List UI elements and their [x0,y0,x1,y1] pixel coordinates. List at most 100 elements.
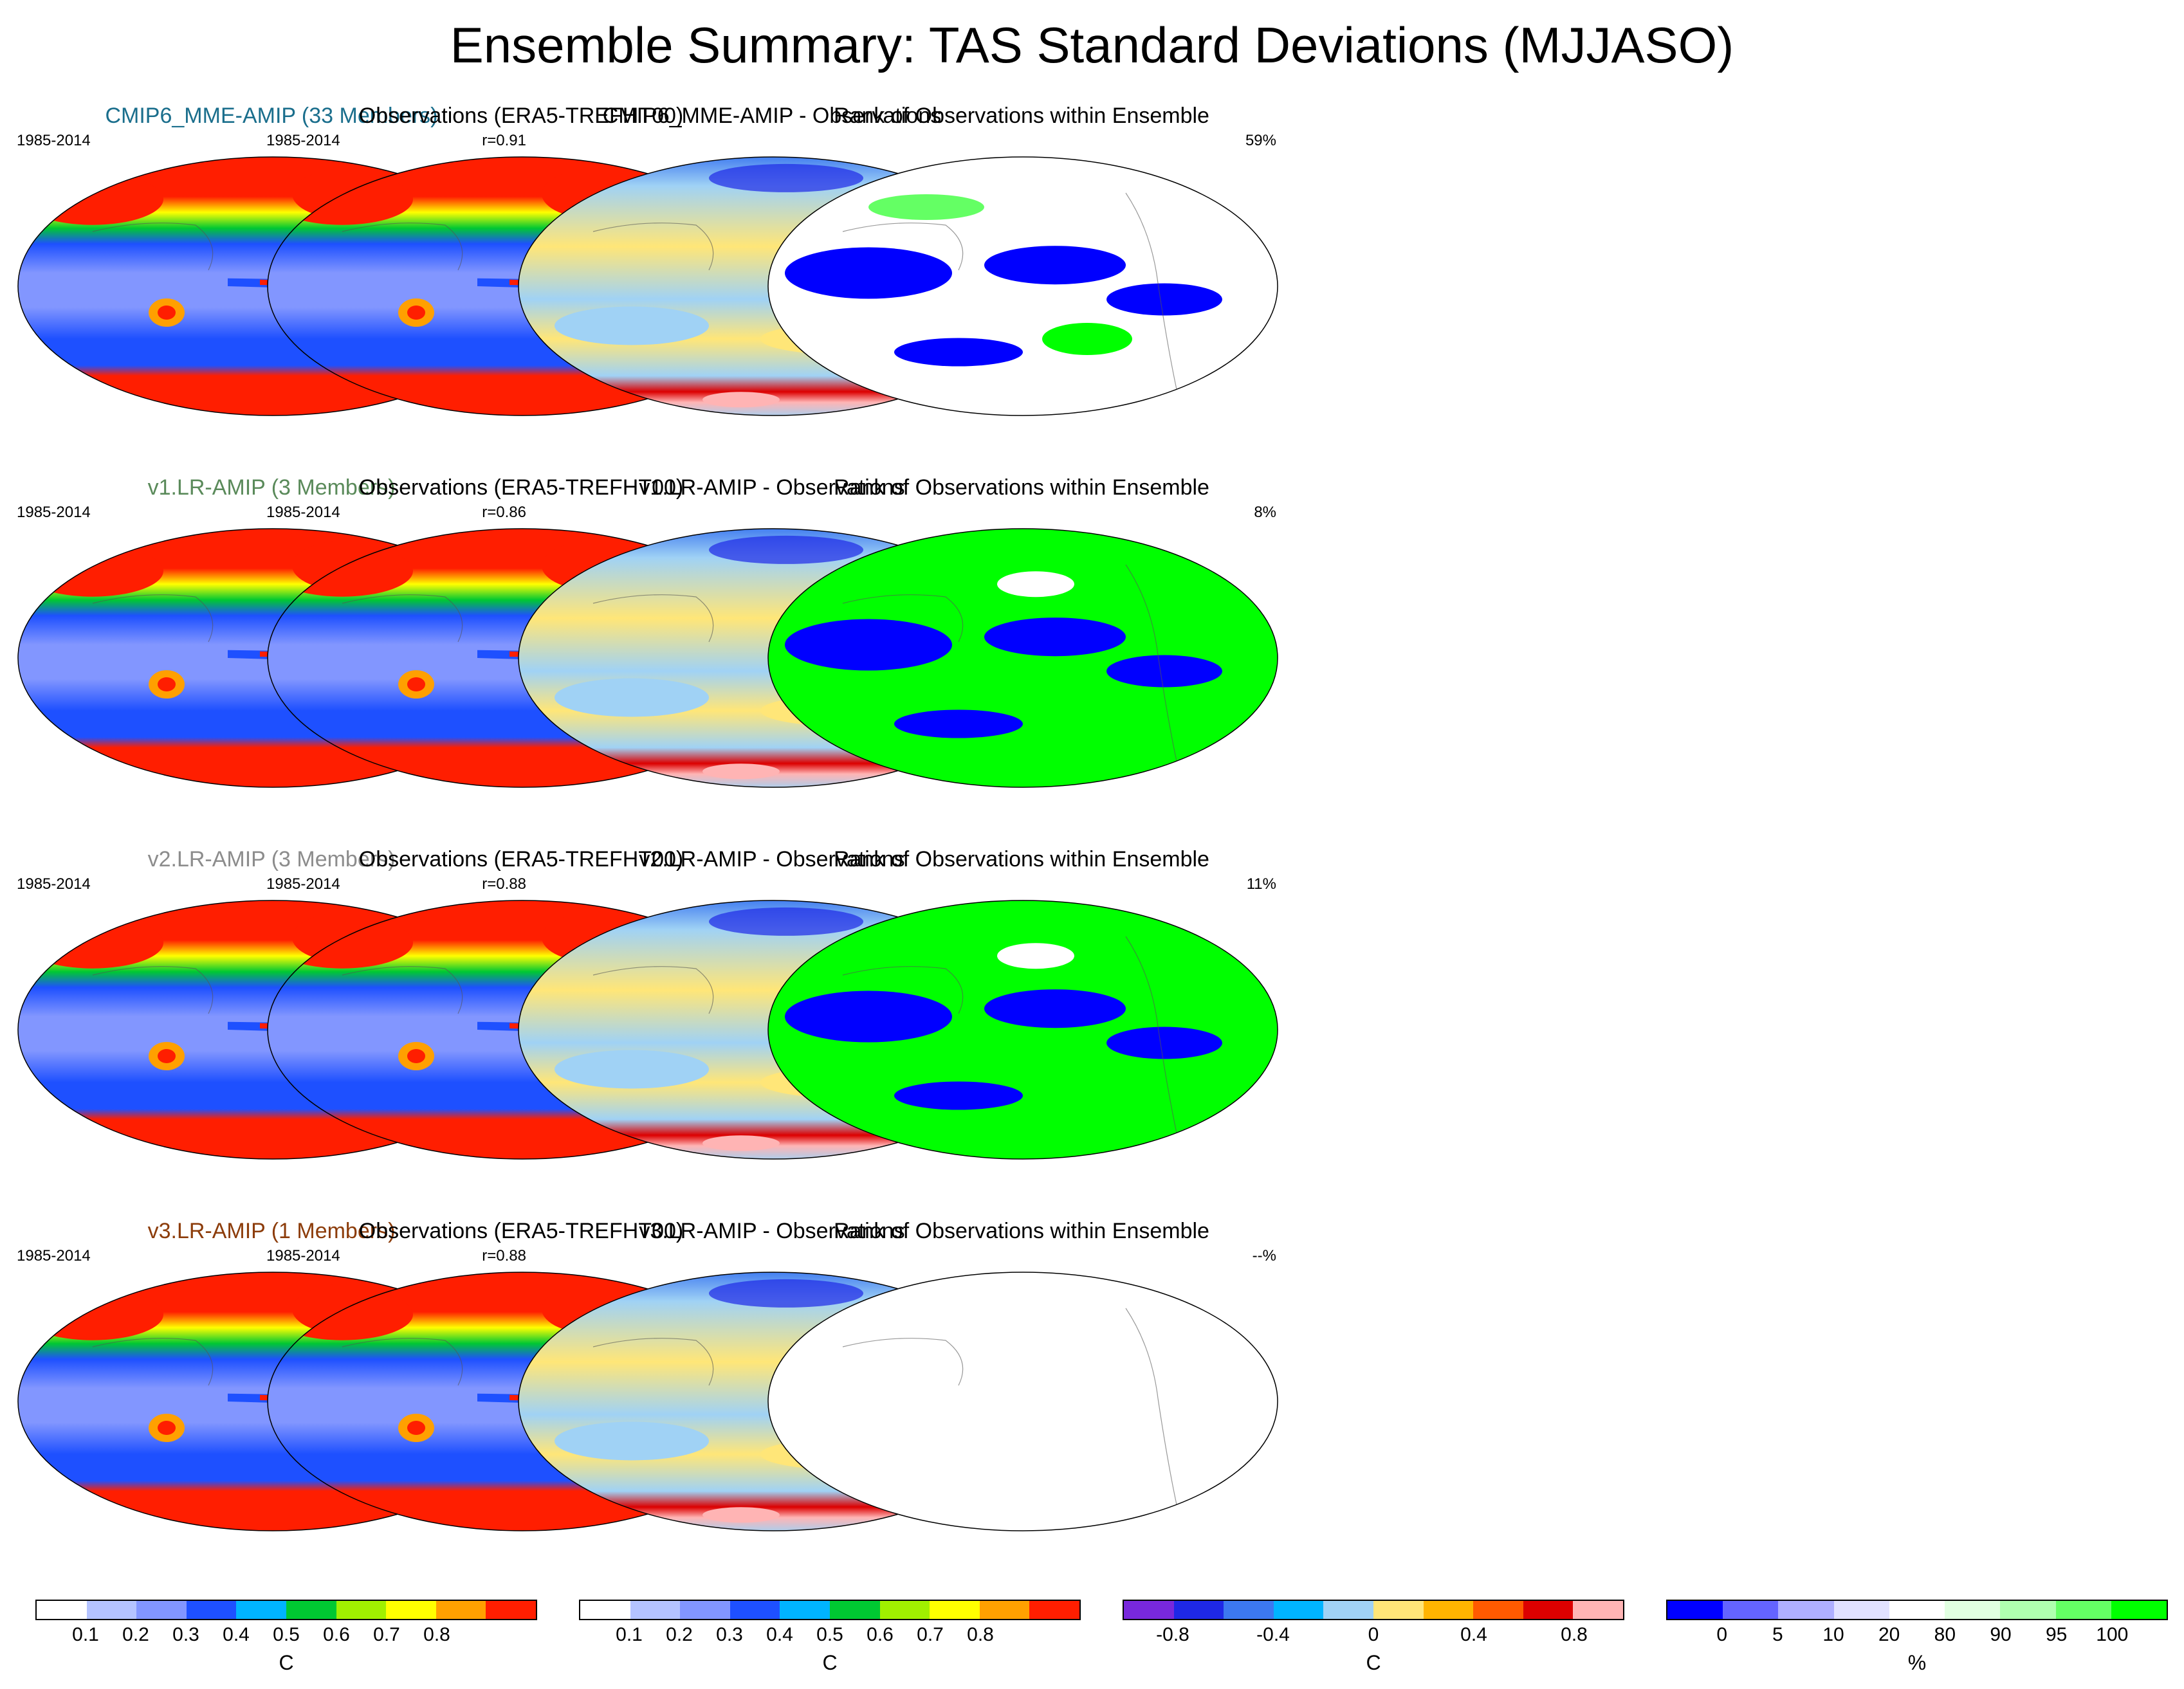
colorbar-tick-label: 0.3 [716,1624,743,1645]
colorbar-tick-label: -0.4 [1256,1624,1290,1645]
panel-title: Observations (ERA5-TREFHT00) [358,104,684,128]
colorbar-tick-label: 0.8 [967,1624,994,1645]
panel-title: Rank of Observations within Ensemble [834,847,1209,872]
panel-title: Rank of Observations within Ensemble [834,104,1209,128]
colorbar-swatch [930,1601,980,1619]
panel-rank: Rank of Observations within Ensemble 11% [758,846,1285,1219]
colorbar-tick-label: 0.8 [423,1624,450,1645]
colorbar-swatch [630,1601,681,1619]
period-label: 1985-2014 [266,1247,340,1264]
colorbar-swatch [1667,1601,1723,1619]
correlation-label: r=0.88 [482,875,526,893]
colorbar-swatch [879,1601,930,1619]
colorbar: 0.1 0.2 0.3 0.4 0.5 0.6 0.7 0.8 C [35,1600,537,1683]
rank-percent-label: 8% [1254,504,1276,521]
colorbar-tick-label: 0.7 [917,1624,944,1645]
rank-percent-label: --% [1252,1247,1276,1264]
panel-rank: Rank of Observations within Ensemble 59% [758,103,1285,476]
colorbar-tick-label: 0 [1716,1624,1727,1645]
period-label: 1985-2014 [266,504,340,521]
colorbar-tick-label: 0 [1368,1624,1379,1645]
colorbar: 0 5 10 20 80 90 95 100% [1666,1600,2168,1683]
colorbar-swatch [1833,1601,1889,1619]
colorbar-swatch [286,1601,336,1619]
colorbar-tick-label: 5 [1772,1624,1783,1645]
panel-title: v3.LR-AMIP - Observations [639,1219,905,1243]
colorbar-swatch [1224,1601,1274,1619]
rank-map [767,1272,1278,1531]
colorbar-swatch [1723,1601,1779,1619]
panel-title: CMIP6_MME-AMIP - Observations [602,104,942,128]
period-label: 1985-2014 [17,132,91,149]
period-label: 1985-2014 [266,132,340,149]
colorbar-tick-label: 0.2 [122,1624,149,1645]
colorbar-tick-label: 0.4 [1460,1624,1487,1645]
period-label: 1985-2014 [266,875,340,893]
colorbar-tick-label: 0.3 [172,1624,199,1645]
rank-map [767,528,1278,788]
colorbar-swatch [1273,1601,1324,1619]
panel-title: CMIP6_MME-AMIP (33 Members) [105,104,438,128]
colorbar-tick-label: -0.8 [1156,1624,1189,1645]
colorbar-swatch [680,1601,730,1619]
panel-title: v2.LR-AMIP - Observations [639,847,905,872]
period-label: 1985-2014 [17,1247,91,1264]
colorbar-tick-label: 0.5 [816,1624,843,1645]
colorbar-tick-label: 0.2 [666,1624,693,1645]
panel-title: Observations (ERA5-TREFHT00) [358,475,684,500]
colorbar-swatch [829,1601,880,1619]
colorbar-tick-label: 20 [1878,1624,1900,1645]
colorbar-tick-label: 0.6 [323,1624,350,1645]
panel-rank: Rank of Observations within Ensemble 8% [758,475,1285,848]
colorbar-tick-label: 80 [1934,1624,1956,1645]
panel-title: v1.LR-AMIP (3 Members) [147,475,396,500]
colorbar: 0.1 0.2 0.3 0.4 0.5 0.6 0.7 0.8 C [579,1600,1081,1683]
colorbar-swatch [580,1601,630,1619]
colorbar-tick-label: 0.5 [273,1624,300,1645]
colorbar-tick-label: 10 [1822,1624,1844,1645]
colorbar-swatch [486,1601,536,1619]
colorbar-unit: C [822,1651,838,1674]
colorbar-swatch [1423,1601,1474,1619]
colorbar-swatch [136,1601,187,1619]
colorbar-tick-label: 0.6 [867,1624,894,1645]
panel-title: Observations (ERA5-TREFHT00) [358,1219,684,1243]
colorbar-tick-label: 0.1 [616,1624,643,1645]
colorbar: -0.8 -0.4 0 0.4 0.8 C [1123,1600,1624,1683]
colorbar-tick-label: 90 [1990,1624,2012,1645]
panel-rank: Rank of Observations within Ensemble --% [758,1218,1285,1591]
colorbar-tick-label: 95 [2045,1624,2068,1645]
colorbar-unit: C [1366,1651,1381,1674]
colorbar-swatch [1029,1601,1079,1619]
colorbar-swatch [1473,1601,1523,1619]
colorbar-swatch [436,1601,486,1619]
panel-title: Rank of Observations within Ensemble [834,1219,1209,1243]
colorbar-tick-label: 0.7 [373,1624,400,1645]
rank-percent-label: 59% [1245,132,1276,149]
colorbar-swatch [86,1601,137,1619]
panel-title: Rank of Observations within Ensemble [834,475,1209,500]
rank-map [767,900,1278,1160]
colorbar-swatch [1124,1601,1174,1619]
colorbar-swatch [780,1601,830,1619]
panel-title: Observations (ERA5-TREFHT00) [358,847,684,872]
colorbar-swatch [1778,1601,1834,1619]
correlation-label: r=0.91 [482,132,526,149]
colorbar-tick-label: 0.4 [766,1624,793,1645]
colorbar-swatches [1123,1600,1624,1620]
colorbar-swatch [2111,1601,2167,1619]
colorbar-swatch [236,1601,286,1619]
colorbar-swatch [2000,1601,2056,1619]
colorbar-unit: % [1907,1651,1927,1674]
colorbar-swatches [1666,1600,2168,1620]
panel-title: v2.LR-AMIP (3 Members) [147,847,396,872]
colorbar-swatch [386,1601,436,1619]
colorbar-swatch [1373,1601,1424,1619]
colorbar-swatch [1945,1601,2001,1619]
colorbar-swatch [979,1601,1030,1619]
colorbar-swatch [1173,1601,1224,1619]
panel-title: v3.LR-AMIP (1 Members) [147,1219,396,1243]
colorbar-tick-label: 0.1 [72,1624,99,1645]
colorbar-unit: C [279,1651,294,1674]
panel-title: v1.LR-AMIP - Observations [639,475,905,500]
